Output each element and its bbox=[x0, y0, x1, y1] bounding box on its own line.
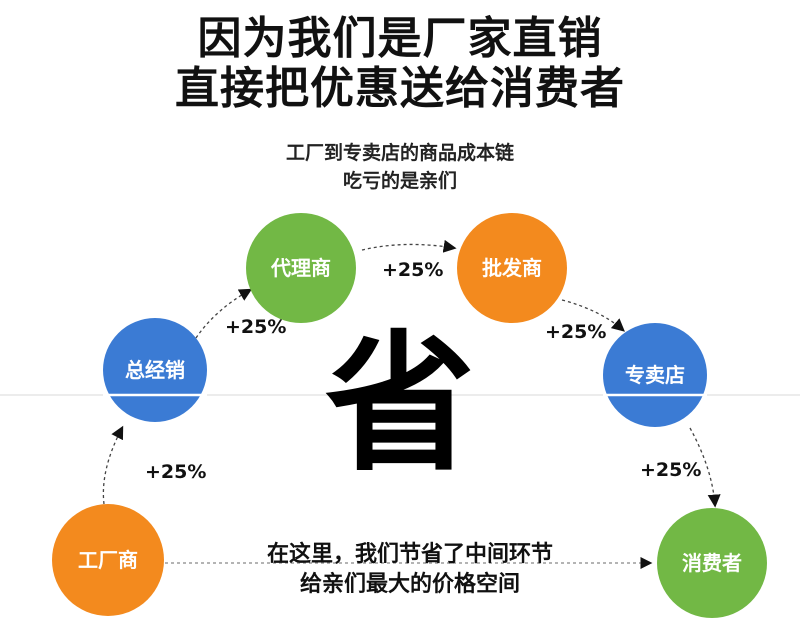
markup-label-5: +25% bbox=[640, 459, 701, 481]
markup-label-2: +25% bbox=[225, 316, 286, 338]
markup-label-1: +25% bbox=[145, 461, 206, 483]
flow-arrow-4 bbox=[561, 299, 625, 332]
save-character: 省 bbox=[325, 318, 476, 492]
title-line-1: 因为我们是厂家直销 bbox=[197, 13, 603, 64]
node-circle-1 bbox=[52, 504, 164, 616]
flow-arrow-5 bbox=[689, 427, 721, 508]
subtitle-line-1: 工厂到专卖店的商品成本链 bbox=[285, 142, 514, 164]
node-label-1: 工厂商 bbox=[78, 548, 138, 572]
node-circle-6 bbox=[657, 508, 767, 618]
node-circle-4 bbox=[457, 213, 567, 323]
flow-arrow-3 bbox=[361, 239, 457, 253]
node-circle-5 bbox=[603, 323, 707, 427]
title-line-2: 直接把优惠送给消费者 bbox=[175, 63, 625, 114]
node-label-5: 专卖店 bbox=[625, 363, 685, 387]
bottom-note-line-1: 在这里，我们节省了中间环节 bbox=[266, 542, 553, 567]
node-label-6: 消费者 bbox=[682, 551, 742, 575]
node-label-4: 批发商 bbox=[482, 256, 542, 280]
flow-arrow-2 bbox=[195, 288, 253, 339]
node-circle-3 bbox=[246, 213, 356, 323]
markup-label-3: +25% bbox=[382, 259, 443, 281]
flow-arrow-1 bbox=[102, 425, 124, 505]
subtitle-line-2: 吃亏的是亲们 bbox=[342, 170, 457, 192]
markup-label-4: +25% bbox=[545, 321, 606, 343]
bottom-note-line-2: 给亲们最大的价格空间 bbox=[299, 572, 520, 597]
node-label-2: 总经销 bbox=[125, 358, 185, 382]
node-label-3: 代理商 bbox=[270, 256, 331, 280]
